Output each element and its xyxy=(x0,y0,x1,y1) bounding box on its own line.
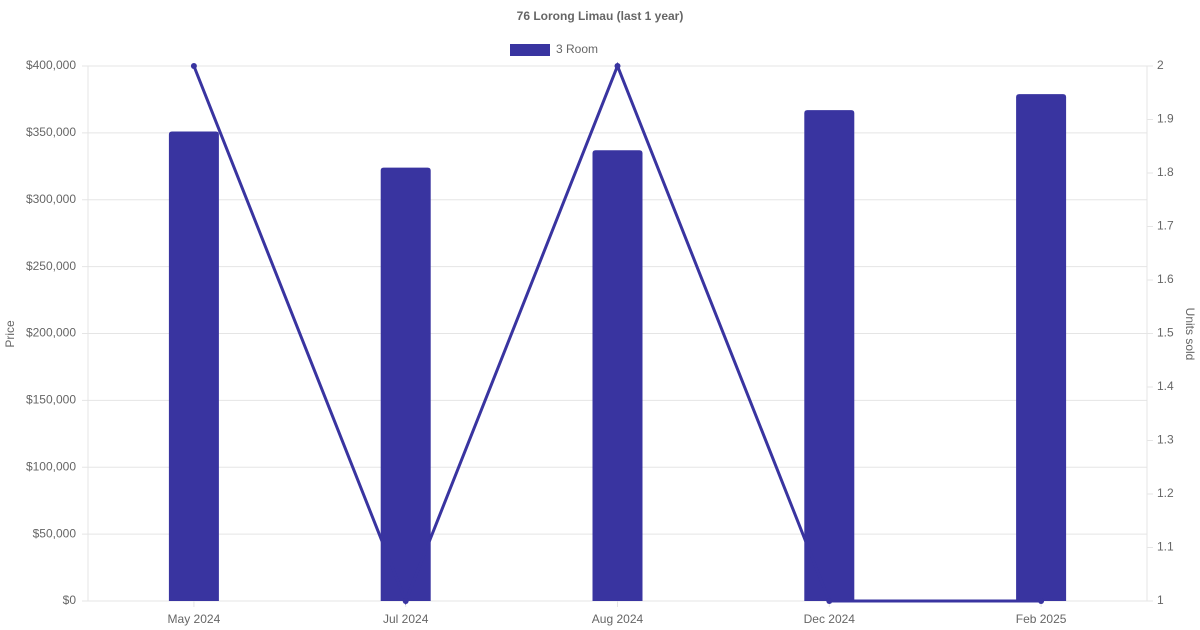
y2-tick-label: 1 xyxy=(1157,593,1164,607)
bar xyxy=(380,167,431,601)
y-axis-title: Price xyxy=(3,320,17,348)
y2-tick-label: 1.4 xyxy=(1157,379,1174,393)
bar xyxy=(592,150,643,601)
point xyxy=(190,63,197,69)
point xyxy=(614,63,621,69)
y-tick-label: $400,000 xyxy=(26,58,76,72)
bar xyxy=(1016,94,1067,602)
y-tick-label: $0 xyxy=(63,593,77,607)
y2-tick-label: 1.6 xyxy=(1157,272,1174,286)
y2-tick-label: 1.9 xyxy=(1157,112,1174,126)
bar xyxy=(804,110,855,601)
y2-tick-label: 1.1 xyxy=(1157,540,1174,554)
y2-tick-label: 1.3 xyxy=(1157,433,1174,447)
y-tick-label: $350,000 xyxy=(26,125,76,139)
legend-label: 3 Room xyxy=(556,42,598,56)
y2-tick-label: 1.7 xyxy=(1157,219,1174,233)
y-tick-label: $100,000 xyxy=(26,459,76,473)
x-tick-label: Jul 2024 xyxy=(383,612,429,626)
x-tick-label: May 2024 xyxy=(168,612,221,626)
point xyxy=(826,598,833,604)
x-tick-label: Aug 2024 xyxy=(592,612,644,626)
chart-title: 76 Lorong Limau (last 1 year) xyxy=(517,9,684,23)
legend-swatch xyxy=(510,44,550,56)
x-tick-label: Dec 2024 xyxy=(804,612,856,626)
y-tick-label: $50,000 xyxy=(33,526,77,540)
bar xyxy=(168,131,219,601)
y-tick-label: $200,000 xyxy=(26,326,76,340)
y2-axis-title: Units sold xyxy=(1183,308,1197,361)
y2-tick-label: 1.5 xyxy=(1157,326,1174,340)
y2-tick-label: 1.2 xyxy=(1157,486,1174,500)
y-tick-label: $250,000 xyxy=(26,259,76,273)
point xyxy=(402,598,409,604)
y2-tick-label: 2 xyxy=(1157,58,1164,72)
y-tick-label: $300,000 xyxy=(26,192,76,206)
x-tick-label: Feb 2025 xyxy=(1016,612,1067,626)
y2-tick-label: 1.8 xyxy=(1157,165,1174,179)
y-tick-label: $150,000 xyxy=(26,393,76,407)
point xyxy=(1038,598,1045,604)
